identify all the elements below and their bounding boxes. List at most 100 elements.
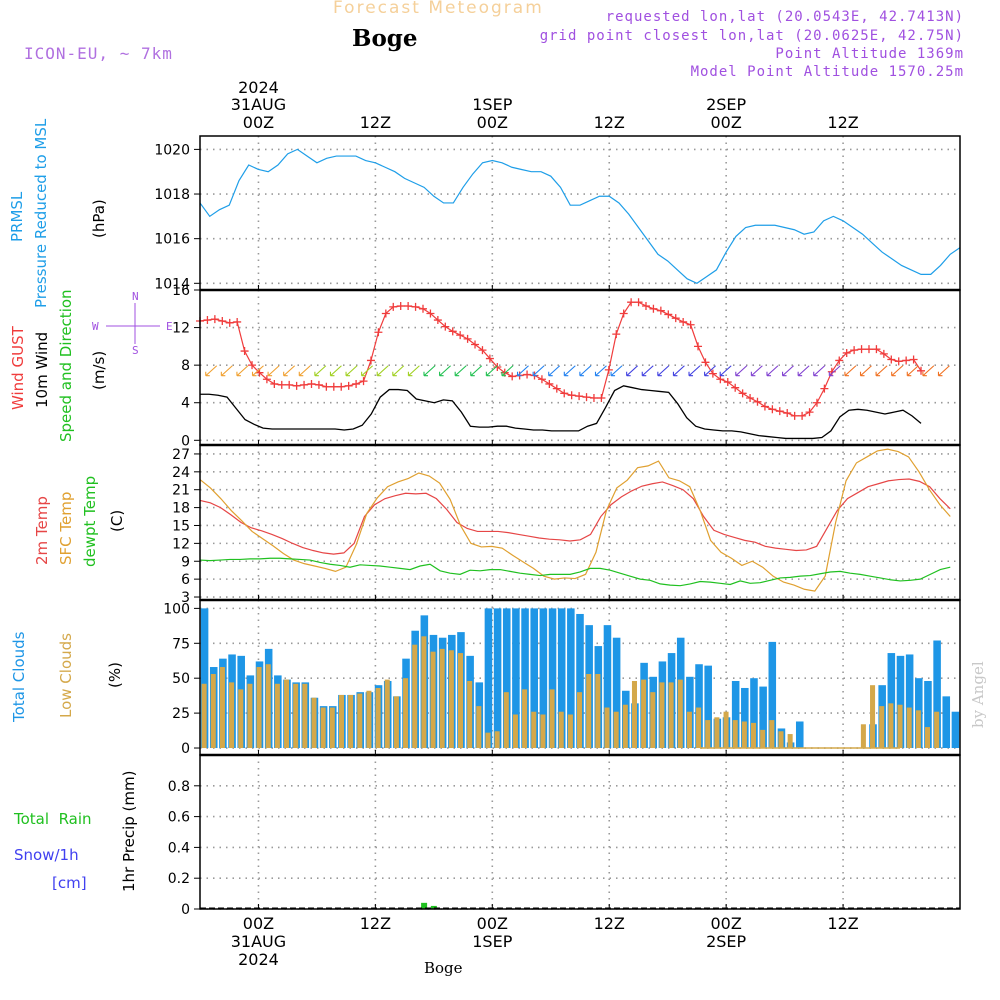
gust-marker — [857, 345, 866, 354]
rain-label: Total Rain — [14, 810, 92, 828]
wind-direction-arrow — [594, 365, 607, 377]
wind-direction-arrow — [735, 365, 748, 377]
y-tick-label: 6 — [181, 572, 190, 588]
wind-direction-arrow — [844, 365, 857, 377]
total-cloud-bar — [548, 608, 557, 749]
low-cloud-bar — [201, 683, 207, 749]
low-cloud-bar — [311, 697, 317, 749]
panel-frame — [199, 289, 961, 446]
gust-marker — [708, 369, 717, 378]
gust-marker — [746, 394, 755, 403]
wind-direction-arrow — [626, 365, 639, 377]
gust-marker — [344, 381, 353, 390]
gust-marker — [277, 380, 286, 389]
gust-marker — [262, 375, 271, 384]
gust-marker — [612, 330, 621, 339]
gust-marker — [597, 394, 606, 403]
grid-layer — [200, 136, 960, 910]
top-year-label: 2024 — [238, 78, 279, 97]
low-cloud-bar — [256, 667, 262, 749]
gust-marker — [731, 383, 740, 392]
low-cloud-bar — [760, 729, 766, 749]
low-cloud-bar — [595, 674, 601, 749]
low-cloud-bar — [622, 704, 628, 749]
bottom-time-label: 00Z — [710, 914, 741, 933]
low-cloud-bar — [476, 706, 482, 749]
gust-marker — [359, 377, 368, 386]
wind-direction-arrow — [298, 365, 311, 377]
y-tick-label: 0.4 — [168, 840, 190, 856]
low-cloud-bar — [412, 644, 418, 749]
gust-marker — [314, 380, 323, 389]
low-cloud-bar — [723, 711, 729, 749]
gust-marker — [679, 317, 688, 326]
low-cloud-bar — [503, 692, 509, 749]
y-tick-label: 100 — [163, 601, 190, 617]
low-cloud-bar — [549, 689, 555, 749]
wind-direction-arrow — [205, 365, 218, 377]
gust-marker — [292, 381, 301, 390]
model-label: ICON-EU, ~ 7km — [24, 44, 173, 63]
gust-marker — [456, 331, 465, 340]
gust-marker — [686, 320, 695, 329]
gust-marker — [508, 372, 517, 381]
low-cloud-bar — [659, 682, 665, 749]
total-cloud-bar — [567, 608, 575, 749]
low-cloud-bar — [604, 707, 610, 749]
total-cloud-bar — [896, 655, 905, 749]
gust-marker — [285, 380, 294, 389]
gust-marker — [894, 357, 903, 366]
low-cloud-bar — [375, 687, 381, 749]
snow-label: Snow/1h — [14, 846, 79, 864]
gust-marker — [575, 392, 584, 401]
wind-direction-arrow — [439, 365, 451, 377]
gust-marker — [493, 363, 502, 372]
total-cloud-bar — [539, 608, 548, 749]
y-tick-label: 24 — [172, 465, 190, 481]
wind-direction-arrow — [719, 365, 732, 377]
low-cloud-bar — [705, 720, 711, 749]
top-time-label: 00Z — [477, 113, 508, 132]
wind-direction-arrow — [828, 365, 841, 377]
gust-marker — [716, 375, 725, 384]
wind-direction-arrow — [922, 365, 935, 377]
total-cloud-bar — [768, 641, 777, 749]
total-cloud-bar — [759, 686, 767, 749]
y-tick-label: 9 — [181, 554, 190, 570]
low-cloud-bar — [906, 707, 912, 749]
gust-marker — [270, 379, 279, 388]
gust-marker — [864, 345, 873, 354]
low-cloud-bar — [879, 706, 885, 749]
total-cloud-bar — [942, 696, 951, 749]
gust-marker — [738, 389, 747, 398]
gust-marker — [478, 346, 487, 355]
low-cloud-bar — [778, 731, 784, 749]
low-cloud-bar — [888, 703, 894, 749]
wind-direction-arrow — [704, 365, 716, 377]
gust-marker — [233, 317, 242, 326]
wind-direction-arrow — [641, 365, 654, 377]
product-title: Forecast Meteogram — [333, 0, 544, 18]
tick-label-layer: 1014101610181020048121636912151821242702… — [154, 78, 858, 969]
gust-marker — [604, 365, 613, 374]
model-point-altitude: Model Point Altitude 1570.25m — [690, 64, 964, 80]
total-cloud-bar — [493, 608, 502, 749]
wind-direction-arrow — [267, 365, 280, 377]
y-tick-label: 1014 — [154, 276, 190, 292]
compass-north: N — [132, 290, 139, 303]
gust-marker — [225, 318, 234, 327]
low-cloud-bar — [522, 689, 528, 749]
gust-marker — [753, 397, 762, 406]
top-date-label: 2SEP — [706, 95, 746, 114]
gust-marker — [589, 394, 598, 403]
low-cloud-bar — [485, 732, 491, 749]
gust-marker — [656, 306, 665, 315]
low-cloud-bar — [448, 650, 454, 749]
location-title: Boge — [352, 25, 418, 52]
y-tick-label: 0 — [181, 741, 190, 757]
gust-marker — [404, 301, 413, 310]
total-cloud-bar — [612, 637, 621, 749]
sfc-temp-line — [199, 448, 951, 592]
low-cloud-bar — [238, 689, 244, 749]
wind-direction-arrow — [251, 365, 264, 377]
